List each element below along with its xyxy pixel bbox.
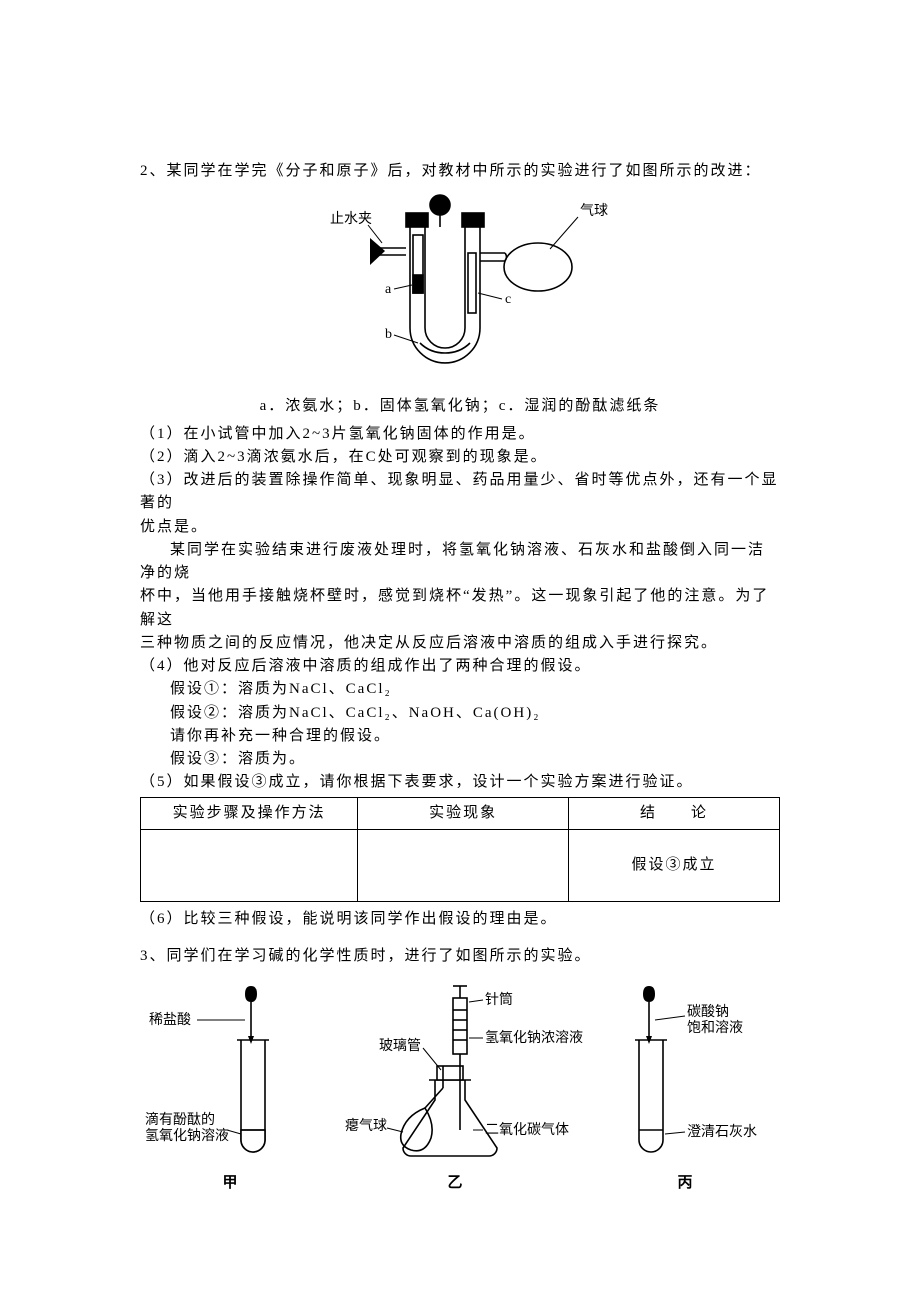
q2-h2: 假设②：溶质为NaCl、CaCl₂、NaOH、Ca(OH)₂	[140, 702, 780, 725]
label-a-b1: 滴有酚酞的	[145, 1111, 215, 1128]
name-b: 乙	[325, 1172, 585, 1195]
q2-diagram: 止水夹 气球 a b c	[140, 193, 780, 393]
q2-caption: a．浓氨水；b．固体氢氧化钠；c．湿润的酚酞滤纸条	[140, 395, 780, 418]
col3-header: 结 论	[569, 797, 780, 829]
label-c-bottom: 澄清石灰水	[687, 1124, 757, 1140]
q2-story3: 三种物质之间的反应情况，他决定从反应后溶液中溶质的组成入手进行探究。	[140, 632, 780, 655]
diagram-b: 针筒 氢氧化钠浓溶液 玻璃管 瘪气球 二氧化碳气体 乙	[325, 980, 585, 1195]
label-c-top1: 碳酸钠	[687, 1004, 729, 1020]
label-b-balloon: 瘪气球	[345, 1117, 387, 1134]
q2-p1: （1）在小试管中加入2~3片氢氧化钠固体的作用是。	[140, 423, 780, 446]
label-clip: 止水夹	[330, 211, 372, 227]
q2-p3b: 优点是。	[140, 516, 780, 539]
label-b-sol: 氢氧化钠浓溶液	[485, 1030, 583, 1046]
col1-header: 实验步骤及操作方法	[141, 797, 358, 829]
table-row: 实验步骤及操作方法 实验现象 结 论	[141, 797, 780, 829]
label-a: a	[385, 282, 392, 297]
q3-title: 3、同学们在学习碱的化学性质时，进行了如图所示的实验。	[140, 945, 780, 968]
label-a-b2: 氢氧化钠溶液	[145, 1128, 229, 1144]
label-b-syringe: 针筒	[485, 991, 513, 1008]
label-c: c	[505, 292, 511, 307]
q2-story2: 杯中，当他用手接触烧杯壁时，感觉到烧杯“发热”。这一现象引起了他的注意。为了解这	[140, 585, 780, 632]
q2-p2: （2）滴入2~3滴浓氨水后，在C处可观察到的现象是。	[140, 446, 780, 469]
q2-p5: （5）如果假设③成立，请你根据下表要求，设计一个实验方案进行验证。	[140, 771, 780, 794]
label-c-top2: 饱和溶液	[687, 1020, 743, 1036]
name-c: 丙	[595, 1172, 775, 1195]
diagram-c: 碳酸钠 饱和溶液 澄清石灰水 丙	[595, 980, 775, 1195]
cell-phenomenon	[358, 829, 569, 901]
label-b: b	[385, 327, 392, 342]
label-a-top: 稀盐酸	[149, 1012, 191, 1028]
cell-conclusion: 假设③成立	[569, 829, 780, 901]
q2-p3: （3）改进后的装置除操作简单、现象明显、药品用量少、省时等优点外，还有一个显著的	[140, 469, 780, 516]
q2-h1: 假设①：溶质为NaCl、CaCl₂	[140, 678, 780, 701]
label-balloon: 气球	[580, 203, 608, 219]
label-b-gas: 二氧化碳气体	[485, 1122, 569, 1138]
col2-header: 实验现象	[358, 797, 569, 829]
q2-hadd: 请你再补充一种合理的假设。	[140, 725, 780, 748]
table-row: 假设③成立	[141, 829, 780, 901]
q2-story1: 某同学在实验结束进行废液处理时，将氢氧化钠溶液、石灰水和盐酸倒入同一洁净的烧	[140, 539, 780, 586]
q2-p6: （6）比较三种假设，能说明该同学作出假设的理由是。	[140, 908, 780, 931]
diagram-a: 稀盐酸 滴有酚酞的 氢氧化钠溶液 甲	[145, 980, 315, 1195]
experiment-table: 实验步骤及操作方法 实验现象 结 论 假设③成立	[140, 797, 780, 902]
label-b-tube: 玻璃管	[379, 1037, 421, 1054]
q3-diagrams: 稀盐酸 滴有酚酞的 氢氧化钠溶液 甲	[140, 980, 780, 1195]
q2-p4: （4）他对反应后溶液中溶质的组成作出了两种合理的假设。	[140, 655, 780, 678]
q2-title: 2、某同学在学完《分子和原子》后，对教材中所示的实验进行了如图所示的改进：	[140, 160, 780, 183]
name-a: 甲	[145, 1172, 315, 1195]
cell-steps	[141, 829, 358, 901]
q2-h3: 假设③：溶质为。	[140, 748, 780, 771]
